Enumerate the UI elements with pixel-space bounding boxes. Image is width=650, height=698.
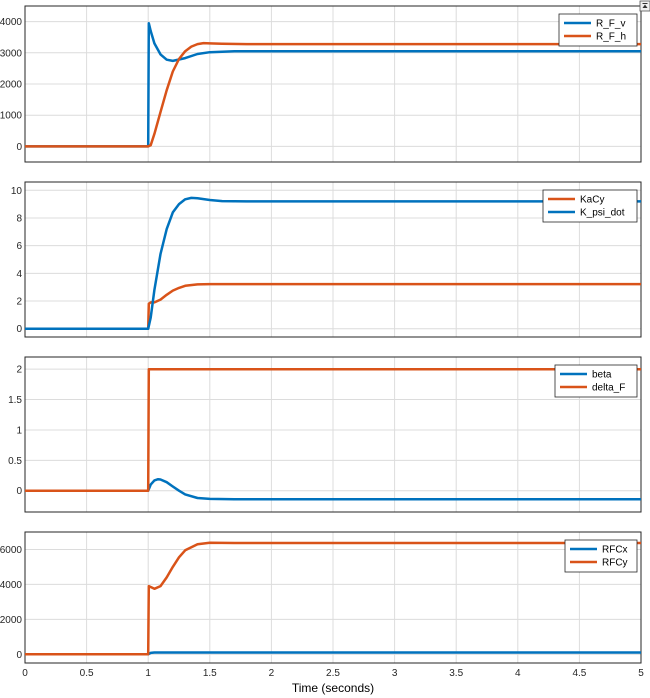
- y-tick-label: 6000: [0, 545, 22, 556]
- y-tick-label: 1.5: [8, 395, 22, 406]
- y-tick-label: 4000: [0, 580, 22, 591]
- legend-entry: RFCy: [602, 558, 628, 569]
- y-tick-label: 4: [16, 269, 22, 280]
- y-tick-label: 0: [16, 142, 22, 153]
- x-tick-label: 0.5: [80, 668, 94, 679]
- legend-entry: RFCx: [602, 545, 628, 556]
- y-tick-label: 6: [16, 241, 22, 252]
- y-tick-label: 0: [16, 324, 22, 335]
- subplot-2: 0 2 4 6 8 10 KaCy K_psi_dot: [11, 181, 642, 338]
- y-tick-label: 10: [11, 186, 23, 197]
- x-tick-label: 5: [638, 668, 644, 679]
- series-line-R_F_h: [25, 41, 641, 148]
- series-line-R_F_v: [25, 21, 641, 148]
- x-tick-label: 1.5: [203, 668, 217, 679]
- y-tick-label: 2: [16, 297, 22, 308]
- subplot-3: 0 0.5 1 1.5 2 beta delta_F: [8, 356, 642, 513]
- y-tick-label: 3000: [0, 48, 22, 59]
- y-tick-label: 2000: [0, 80, 22, 91]
- y-tick-label: 4000: [0, 17, 22, 28]
- y-tick-label: 0.5: [8, 456, 22, 467]
- y-tick-label: 2000: [0, 615, 22, 626]
- y-tick-label: 0: [16, 486, 22, 497]
- pin-icon[interactable]: [639, 0, 650, 12]
- subplot-1: 0 1000 2000 3000 4000 R_F_v R_F_h: [0, 5, 642, 163]
- x-tick-label: 4.5: [572, 668, 586, 679]
- x-axis-label: Time (seconds): [292, 681, 374, 695]
- series-line-delta_F: [25, 367, 641, 492]
- y-tick-label: 0: [16, 650, 22, 661]
- legend-entry: R_F_h: [596, 32, 626, 43]
- y-tick-label: 8: [16, 213, 22, 224]
- series-line-KaCy: [25, 282, 641, 330]
- legend[interactable]: KaCy K_psi_dot: [542, 189, 638, 223]
- legend[interactable]: RFCx RFCy: [564, 539, 638, 573]
- axes-box: [24, 181, 642, 338]
- y-tick-label: 1: [16, 425, 22, 436]
- x-tick-label: 3.5: [449, 668, 463, 679]
- legend[interactable]: R_F_v R_F_h: [558, 13, 638, 47]
- y-tick-label: 1000: [0, 111, 22, 122]
- y-tick-label: 2: [16, 365, 22, 376]
- series-line-K_psi_dot: [25, 196, 641, 330]
- legend-entry: beta: [592, 370, 612, 381]
- legend-entry: delta_F: [592, 383, 625, 394]
- legend-entry: KaCy: [580, 195, 604, 206]
- series-line-beta: [25, 477, 641, 501]
- legend-entry: K_psi_dot: [580, 208, 625, 219]
- legend-entry: R_F_v: [596, 19, 625, 30]
- series-line-RFCy: [25, 541, 641, 656]
- legend[interactable]: beta delta_F: [554, 364, 638, 398]
- x-tick-label: 0: [22, 668, 28, 679]
- x-tick-label: 4: [515, 668, 521, 679]
- x-tick-label: 2: [269, 668, 275, 679]
- axes-box: [24, 356, 642, 513]
- axes-box: [24, 531, 642, 664]
- axes-box: [24, 5, 642, 163]
- x-tick-label: 2.5: [326, 668, 340, 679]
- x-tick-label: 1: [145, 668, 151, 679]
- x-tick-label: 3: [392, 668, 398, 679]
